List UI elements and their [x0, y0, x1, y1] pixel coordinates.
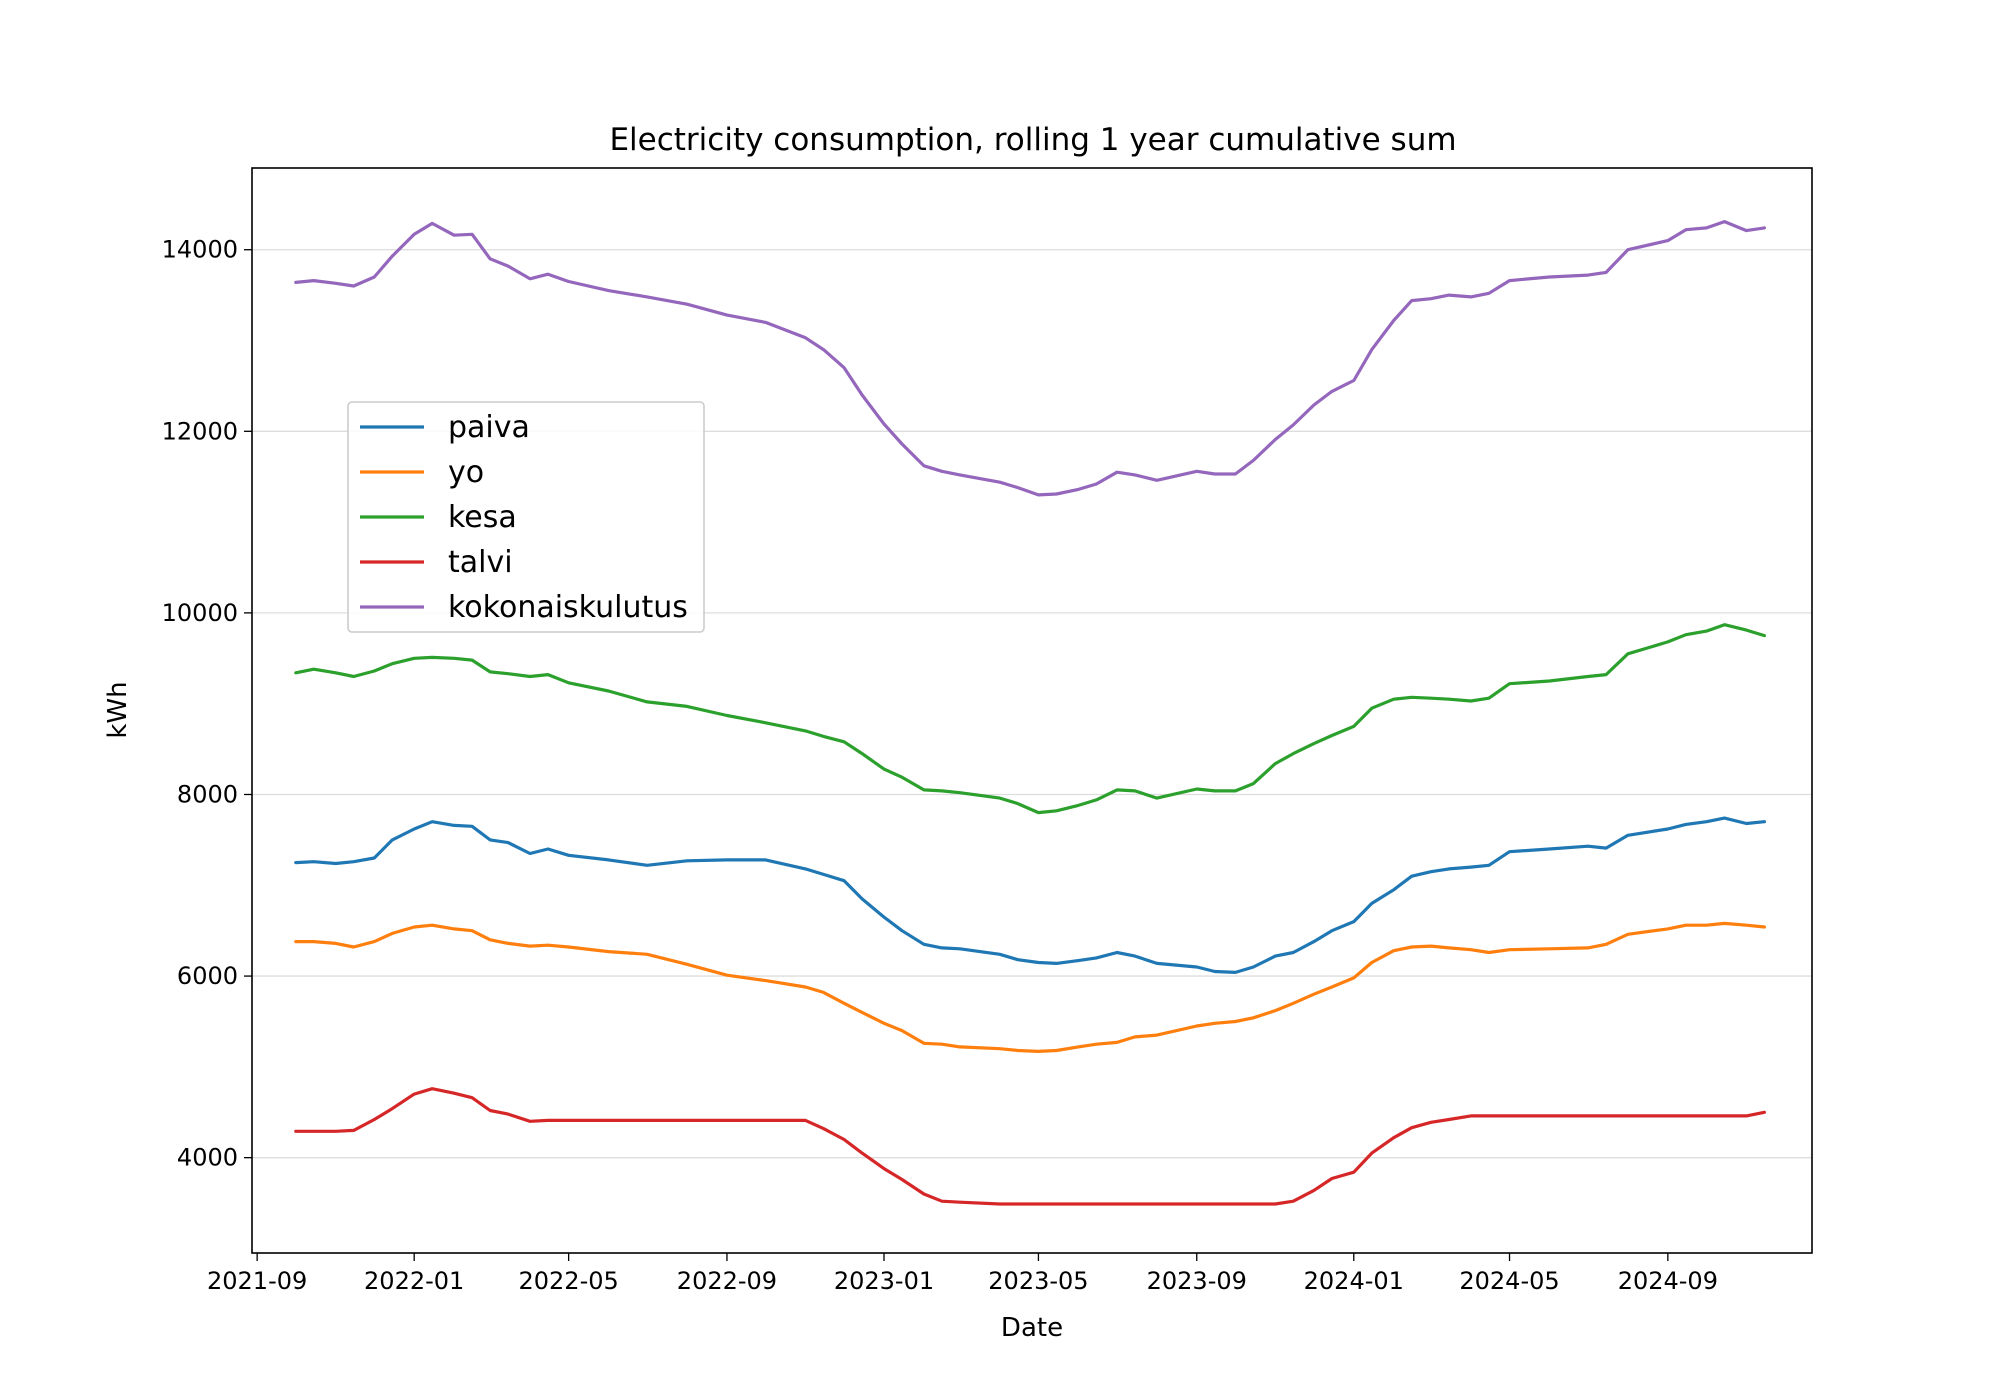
legend: paiva yo kesa talvi kokonaiskulutus — [347, 401, 705, 633]
x-tick-label-0: 2021-09 — [207, 1267, 307, 1295]
x-tick-label-8: 2024-05 — [1459, 1267, 1559, 1295]
series-line-yo — [294, 921, 1767, 1054]
series-line-kokonaiskulutus — [294, 220, 1767, 497]
x-tick-label-3: 2022-09 — [677, 1267, 777, 1295]
x-axis-label: Date — [1001, 1313, 1063, 1343]
series-line-kesa — [294, 623, 1767, 815]
x-tick-label-7: 2024-01 — [1304, 1267, 1404, 1295]
y-tick-label-5: 14000 — [162, 236, 238, 264]
legend-frame — [347, 401, 705, 633]
plot-frame — [251, 167, 1813, 1254]
series-line-talvi — [294, 1087, 1767, 1206]
legend-label-kesa: kesa — [448, 500, 517, 535]
x-axis-ticks: 2021-09 2022-01 2022-05 2022-09 2023-01 2023-… — [207, 1253, 1718, 1295]
series-line-paiva — [294, 816, 1767, 975]
y-axis-label: kWh — [103, 681, 133, 738]
series-lines — [294, 220, 1767, 1206]
y-tick-label-2: 8000 — [177, 780, 238, 808]
x-tick-label-1: 2022-01 — [364, 1267, 464, 1295]
y-tick-label-4: 12000 — [162, 417, 238, 445]
x-tick-label-9: 2024-09 — [1618, 1267, 1718, 1295]
legend-label-yo: yo — [448, 455, 484, 490]
x-tick-label-2: 2022-05 — [518, 1267, 618, 1295]
legend-label-talvi: talvi — [448, 545, 513, 580]
legend-label-kokonaiskulutus: kokonaiskulutus — [448, 590, 688, 625]
y-tick-label-1: 6000 — [177, 962, 238, 990]
legend-label-paiva: paiva — [448, 410, 530, 445]
x-tick-label-6: 2023-09 — [1147, 1267, 1247, 1295]
x-tick-label-5: 2023-05 — [988, 1267, 1088, 1295]
y-tick-label-0: 4000 — [177, 1144, 238, 1172]
y-tick-label-3: 10000 — [162, 599, 238, 627]
x-tick-label-4: 2023-01 — [834, 1267, 934, 1295]
chart-title: Electricity consumption, rolling 1 year … — [609, 122, 1456, 158]
y-axis-ticks: 4000 6000 8000 10000 12000 14000 — [162, 236, 252, 1172]
gridlines — [252, 249, 1812, 1159]
